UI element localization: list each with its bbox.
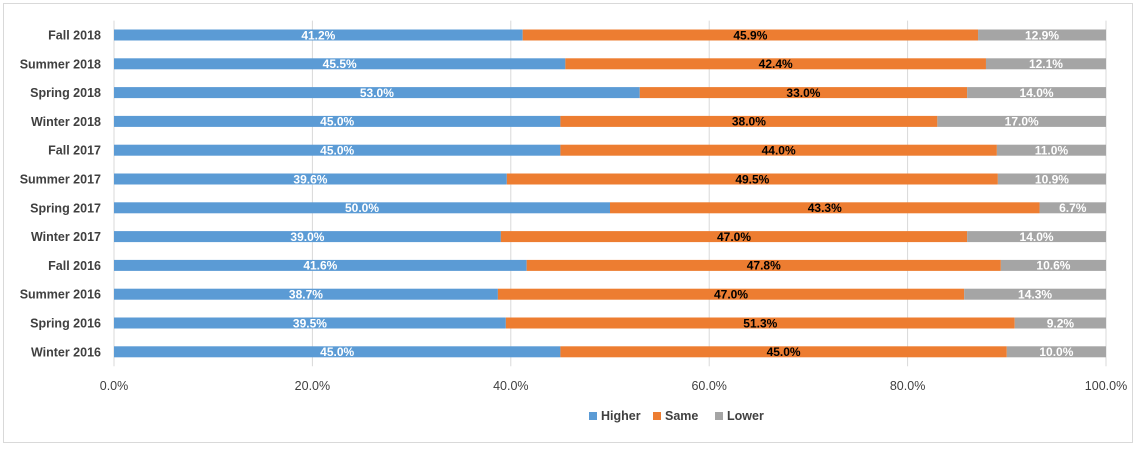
- legend-swatch: [589, 412, 597, 420]
- data-label: 33.0%: [786, 86, 820, 100]
- bar-lower: [997, 173, 1106, 185]
- data-label: 6.7%: [1059, 201, 1087, 215]
- bar-higher: [114, 288, 498, 300]
- bar-lower: [937, 115, 1106, 127]
- data-label: 39.5%: [293, 316, 327, 330]
- bar-higher: [114, 317, 506, 329]
- data-label: 45.0%: [320, 144, 354, 158]
- bar-same: [522, 29, 979, 41]
- category-label: Spring 2016: [30, 317, 101, 331]
- data-label: 10.0%: [1039, 345, 1073, 359]
- data-label: 14.3%: [1018, 288, 1052, 302]
- chart-frame: [3, 3, 1133, 443]
- x-tick-label: 80.0%: [890, 379, 925, 393]
- category-label: Fall 2016: [48, 259, 101, 273]
- bar-same: [505, 317, 1015, 329]
- x-tick-label: 40.0%: [493, 379, 528, 393]
- bar-lower: [1000, 259, 1106, 271]
- data-label: 47.0%: [714, 288, 748, 302]
- data-label: 10.9%: [1035, 172, 1069, 186]
- bar-higher: [114, 346, 561, 358]
- data-label: 9.2%: [1047, 316, 1075, 330]
- category-label: Spring 2018: [30, 86, 101, 100]
- bar-same: [560, 115, 938, 127]
- data-label: 12.9%: [1025, 28, 1059, 42]
- bar-lower: [1014, 317, 1106, 329]
- data-label: 51.3%: [743, 316, 777, 330]
- data-label: 39.6%: [293, 172, 327, 186]
- bar-lower: [967, 231, 1106, 243]
- data-label: 47.0%: [717, 230, 751, 244]
- bar-higher: [114, 173, 507, 185]
- bar-lower: [978, 29, 1106, 41]
- bar-same: [526, 259, 1001, 271]
- data-label: 45.0%: [320, 115, 354, 129]
- bar-same: [610, 202, 1040, 214]
- bar-same: [506, 173, 998, 185]
- bar-same: [639, 87, 968, 99]
- legend-label: Lower: [727, 409, 764, 423]
- data-label: 39.0%: [290, 230, 324, 244]
- data-label: 14.0%: [1020, 230, 1054, 244]
- x-tick-label: 100.0%: [1085, 379, 1127, 393]
- category-label: Winter 2017: [31, 230, 101, 244]
- bar-lower: [1039, 202, 1106, 214]
- data-label: 38.7%: [289, 288, 323, 302]
- data-label: 38.0%: [732, 115, 766, 129]
- data-label: 47.8%: [747, 259, 781, 273]
- data-label: 45.0%: [320, 345, 354, 359]
- legend-label: Same: [665, 409, 698, 423]
- x-tick-label: 0.0%: [100, 379, 129, 393]
- bar-higher: [114, 58, 566, 70]
- bar-same: [500, 231, 968, 243]
- data-label: 45.5%: [323, 57, 357, 71]
- data-label: 17.0%: [1005, 115, 1039, 129]
- bar-higher: [114, 202, 610, 214]
- category-label: Winter 2018: [31, 115, 101, 129]
- data-label: 10.6%: [1036, 259, 1070, 273]
- bar-higher: [114, 259, 527, 271]
- data-label: 44.0%: [762, 144, 796, 158]
- bar-lower: [1006, 346, 1106, 358]
- data-label: 12.1%: [1029, 57, 1063, 71]
- category-label: Summer 2016: [20, 288, 101, 302]
- bar-higher: [114, 144, 561, 156]
- category-label: Winter 2016: [31, 345, 101, 359]
- data-label: 41.2%: [301, 28, 335, 42]
- legend-label: Higher: [601, 409, 641, 423]
- data-label: 45.0%: [767, 345, 801, 359]
- bar-higher: [114, 87, 640, 99]
- bar-same: [560, 346, 1007, 358]
- data-label: 50.0%: [345, 201, 379, 215]
- data-label: 42.4%: [759, 57, 793, 71]
- data-label: 14.0%: [1020, 86, 1054, 100]
- x-tick-label: 20.0%: [295, 379, 330, 393]
- category-label: Summer 2018: [20, 57, 101, 71]
- bar-lower: [985, 58, 1106, 70]
- data-label: 11.0%: [1035, 144, 1069, 158]
- category-label: Summer 2017: [20, 173, 101, 187]
- data-label: 45.9%: [733, 28, 767, 42]
- bar-lower: [964, 288, 1106, 300]
- category-label: Fall 2017: [48, 144, 101, 158]
- category-label: Fall 2018: [48, 29, 101, 43]
- data-label: 49.5%: [735, 172, 769, 186]
- legend-swatch: [715, 412, 723, 420]
- legend-swatch: [653, 412, 661, 420]
- bar-lower: [967, 87, 1106, 99]
- bar-higher: [114, 29, 523, 41]
- bar-same: [497, 288, 965, 300]
- x-tick-label: 60.0%: [691, 379, 726, 393]
- bar-higher: [114, 231, 501, 243]
- bar-same: [565, 58, 986, 70]
- bar-lower: [996, 144, 1106, 156]
- data-label: 43.3%: [808, 201, 842, 215]
- category-label: Spring 2017: [30, 201, 101, 215]
- data-label: 41.6%: [303, 259, 337, 273]
- data-label: 53.0%: [360, 86, 394, 100]
- bar-same: [560, 144, 997, 156]
- bar-higher: [114, 115, 561, 127]
